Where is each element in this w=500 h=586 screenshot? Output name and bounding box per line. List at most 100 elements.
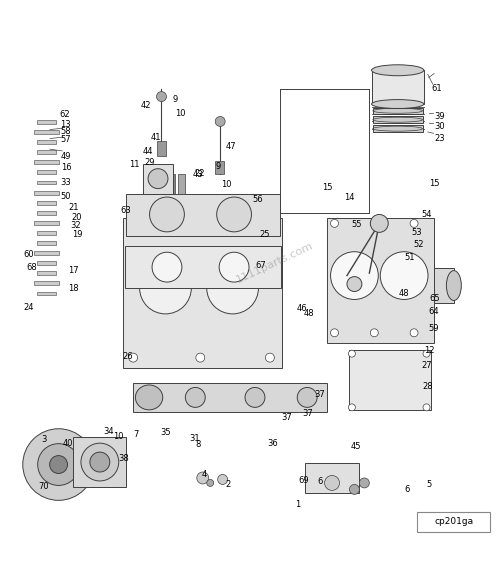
Text: 10: 10	[113, 432, 124, 441]
Text: 24: 24	[24, 304, 34, 312]
Text: 12: 12	[424, 346, 434, 355]
Text: 65: 65	[430, 295, 440, 304]
Bar	[178, 173, 186, 193]
Text: 37: 37	[281, 413, 291, 422]
Bar	[126, 193, 280, 236]
Text: 3: 3	[41, 435, 46, 444]
Text: 64: 64	[428, 308, 440, 316]
Text: 70: 70	[38, 482, 49, 492]
Text: cp201ga: cp201ga	[434, 517, 474, 526]
Text: 68: 68	[27, 263, 38, 272]
Circle shape	[324, 475, 340, 490]
Text: 57: 57	[60, 135, 72, 144]
Text: 37: 37	[314, 390, 325, 400]
Text: 11: 11	[130, 160, 140, 169]
Text: 6: 6	[404, 485, 409, 494]
Bar	[123, 219, 282, 367]
Circle shape	[140, 262, 192, 314]
Circle shape	[423, 404, 430, 411]
Bar	[156, 141, 166, 156]
Circle shape	[216, 197, 252, 232]
Circle shape	[370, 214, 388, 232]
Bar	[36, 261, 56, 265]
Text: 43: 43	[192, 170, 203, 179]
Circle shape	[156, 91, 166, 101]
Text: 1111parts.com: 1111parts.com	[234, 241, 315, 285]
Text: 55: 55	[352, 220, 362, 229]
Circle shape	[266, 353, 274, 362]
Text: 10: 10	[221, 180, 232, 189]
Text: 15: 15	[428, 179, 439, 188]
Text: 9: 9	[215, 162, 220, 171]
Text: 9: 9	[173, 94, 178, 104]
Circle shape	[128, 224, 138, 233]
Text: 37: 37	[302, 409, 312, 418]
Ellipse shape	[446, 271, 462, 301]
Circle shape	[23, 429, 95, 500]
Bar	[133, 383, 327, 413]
Text: 62: 62	[60, 111, 70, 120]
Circle shape	[370, 219, 378, 227]
Text: 8: 8	[195, 440, 200, 449]
Bar	[350, 350, 432, 410]
Text: 69: 69	[298, 476, 309, 485]
Text: 56: 56	[252, 195, 263, 204]
Text: 13: 13	[60, 121, 70, 130]
Circle shape	[330, 219, 338, 227]
Bar	[36, 241, 56, 245]
Bar	[36, 171, 56, 175]
Circle shape	[348, 350, 356, 357]
Circle shape	[348, 404, 356, 411]
Circle shape	[266, 224, 274, 233]
Text: 39: 39	[434, 112, 446, 121]
Circle shape	[148, 169, 168, 189]
Text: 14: 14	[344, 193, 354, 202]
Bar	[143, 163, 173, 193]
Text: 67: 67	[256, 261, 266, 270]
Circle shape	[150, 197, 184, 232]
Bar	[373, 117, 422, 123]
Circle shape	[350, 485, 360, 495]
Text: 45: 45	[350, 442, 360, 451]
Circle shape	[330, 252, 378, 299]
Text: 46: 46	[297, 304, 308, 314]
Ellipse shape	[372, 100, 424, 108]
Circle shape	[38, 444, 80, 485]
Text: 34: 34	[103, 427, 114, 436]
Bar	[166, 173, 175, 193]
Bar	[74, 437, 126, 487]
Circle shape	[380, 252, 428, 299]
Circle shape	[330, 329, 338, 337]
Text: 29: 29	[144, 158, 155, 167]
Bar	[434, 268, 454, 303]
Bar	[373, 108, 422, 114]
Text: 30: 30	[434, 122, 446, 131]
Circle shape	[81, 443, 118, 481]
Bar	[36, 291, 56, 295]
Text: 22: 22	[194, 169, 204, 178]
Circle shape	[206, 479, 214, 486]
Text: 19: 19	[72, 230, 82, 239]
Circle shape	[196, 224, 205, 233]
Text: 58: 58	[60, 127, 72, 136]
Circle shape	[370, 329, 378, 337]
Text: 48: 48	[304, 309, 314, 318]
Bar	[34, 130, 58, 134]
Text: 7: 7	[133, 430, 138, 440]
Bar	[36, 180, 56, 185]
Circle shape	[128, 353, 138, 362]
Circle shape	[218, 475, 228, 485]
Text: 40: 40	[62, 439, 73, 448]
Circle shape	[197, 472, 208, 484]
Circle shape	[206, 262, 258, 314]
Bar	[215, 161, 224, 173]
Ellipse shape	[136, 385, 162, 410]
Text: 32: 32	[70, 222, 82, 230]
Text: 28: 28	[422, 382, 434, 391]
Text: 61: 61	[431, 84, 442, 93]
Bar	[34, 161, 58, 164]
Circle shape	[360, 478, 370, 488]
Circle shape	[50, 455, 68, 473]
Ellipse shape	[245, 387, 265, 407]
Text: 17: 17	[68, 266, 79, 275]
